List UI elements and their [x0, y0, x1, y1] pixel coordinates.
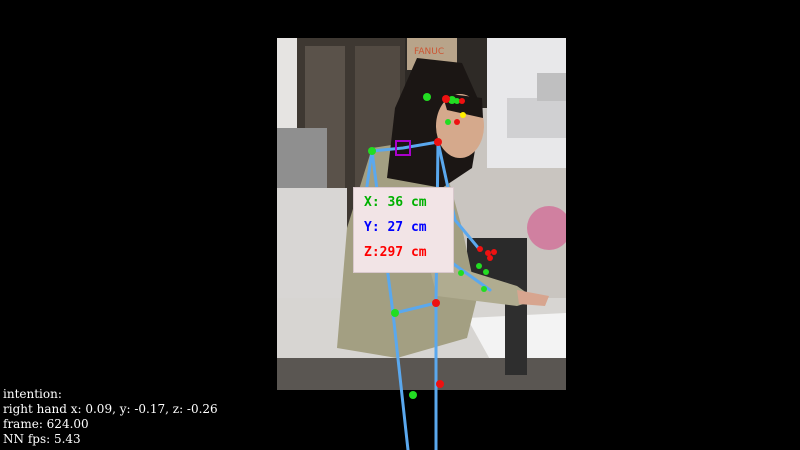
coord-y-label: Y: 27 cm [364, 220, 427, 235]
keypoint-knee-left [409, 391, 417, 399]
coord-z-label: Z:297 cm [364, 245, 427, 260]
svg-text:FANUC: FANUC [414, 47, 444, 57]
coordinate-readout: X: 36 cm Y: 27 cm Z:297 cm [353, 187, 454, 273]
intention-label: intention: [3, 387, 62, 401]
coord-x-label: X: 36 cm [364, 195, 427, 210]
fps-readout: NN fps: 5.43 [3, 432, 81, 446]
status-panel: intention: right hand x: 0.09, y: -0.17,… [3, 387, 218, 447]
right-hand-readout: right hand x: 0.09, y: -0.17, z: -0.26 [3, 402, 218, 416]
frame-readout: frame: 624.00 [3, 417, 89, 431]
